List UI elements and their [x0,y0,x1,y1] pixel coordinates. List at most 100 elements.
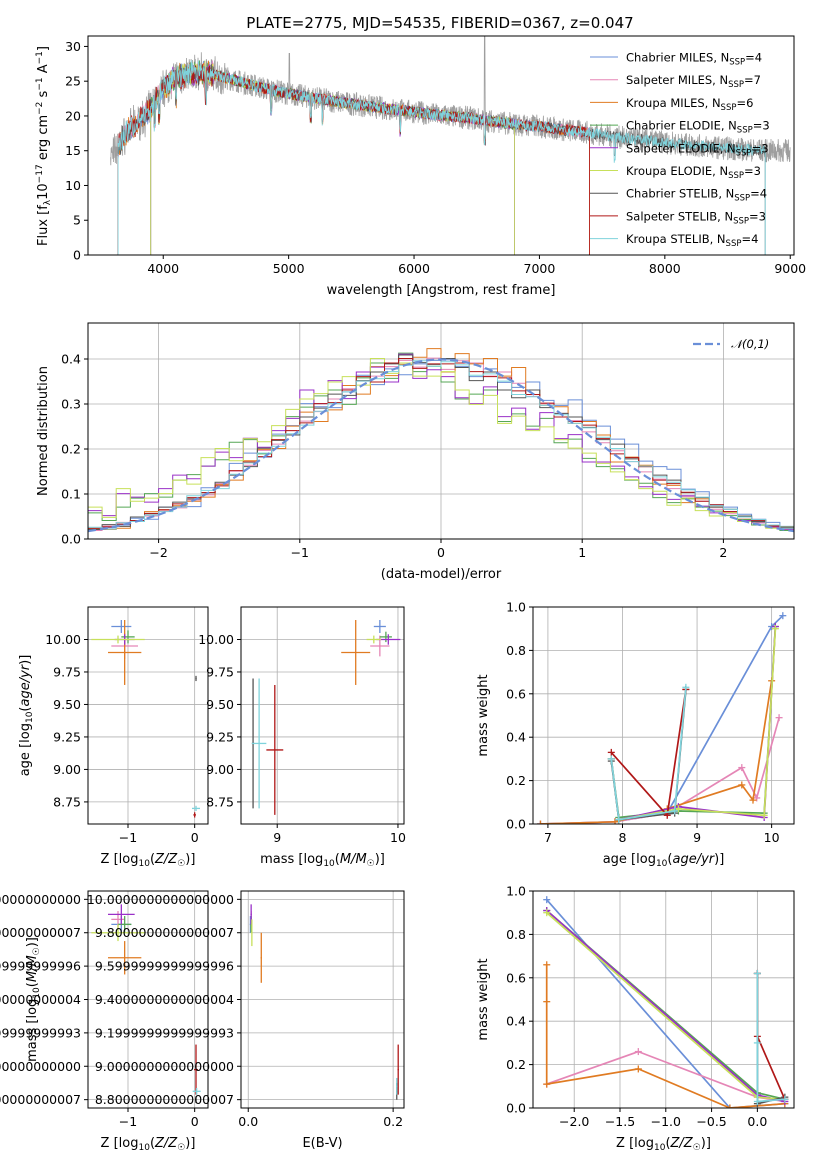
y-tick-label: 9.25 [206,729,234,744]
x-tick-label: −0.5 [696,1114,726,1129]
y-tick-label: 0.2 [506,773,526,788]
x-tick-label: 8 [619,830,627,845]
legend-sub: SSP [734,194,750,204]
x-tick-label: 1 [578,545,586,560]
y-tick-label: 9.5999999999999996 [0,959,81,974]
legend-label: Salpeter ELODIE, NSSP=3 [626,141,769,158]
label-part: Z [log [616,1136,654,1151]
legend-name: Salpeter ELODIE, N [626,141,736,155]
y-tick-label: 0.0 [506,1101,526,1116]
y-tick-label: 9.75 [53,664,81,679]
legend-sub: SSP [728,80,744,90]
y-tick-label: 1.0 [506,600,526,615]
errorbar-point [193,812,196,818]
label-part: mass [log [260,852,323,867]
y-tick-label: 25 [65,74,81,89]
x-axis-label: (data-model)/error [381,567,502,582]
legend-label: Kroupa MILES, NSSP=6 [626,96,753,113]
x-tick-label: 6000 [398,261,430,276]
y-tick-label: 0.3 [61,397,81,412]
legend-nssp: =3 [752,141,769,155]
errorbar-point [373,619,386,633]
x-axis-label: age [log10(age/yr)] [603,852,725,869]
errorbar-point [111,619,132,633]
label-part: ( [667,852,672,867]
label-part: age [log [603,852,656,867]
label-part: s [36,90,51,101]
label-part: −17 [35,164,45,183]
y-tick-label: 10.00 [198,632,234,647]
errorbar-point [121,630,135,644]
model-spectrum [117,63,766,255]
y-tick-label: 9.00 [206,762,234,777]
label-part: Z [log [101,1136,139,1151]
series-line [546,1050,785,1103]
y-tick-label: 9.50 [53,697,81,712]
y-tick-label: 9.4000000000000004 [0,992,81,1007]
series-line [756,973,786,1100]
label-part: 10 [656,859,668,869]
errorbar-point [108,904,135,925]
errorbar-point [108,619,142,685]
y-tick-label: 9.0000000000000000 [95,1059,234,1074]
errorbar-point [370,635,390,657]
legend-label: Chabrier MILES, NSSP=4 [626,51,762,68]
plot-area [251,619,401,815]
legend-name: Chabrier STELIB, N [626,187,734,201]
y-tick-label: 0.8 [506,927,526,942]
legend-sub: SSP [733,216,749,226]
errorbar-point [194,1044,198,1095]
errorbar-point [397,1044,399,1095]
errorbar-point [251,919,253,947]
label-part: )] [701,1136,711,1151]
y-tick-label: 9.00 [53,762,81,777]
panel-residuals: −2 −1 0 1 2 0.0 0.1 0.2 0.3 0.4 (data-model)/error… [36,322,795,582]
y-tick-label: 10.0000000000000000 [87,892,234,907]
label-part: 10 [138,859,150,869]
errorbar-point [108,941,142,975]
label-part: ☉ [32,947,42,955]
label-part: ( [150,1136,155,1151]
legend-name: Chabrier MILES, N [626,51,729,65]
label-part: ( [18,707,33,712]
y-tick-label: 8.75 [206,794,234,809]
label-part: ( [335,852,340,867]
label-part: ☉ [367,859,375,869]
label-part: )] [714,852,724,867]
x-tick-label: 0 [191,1114,199,1129]
series-salpeter-stelib [607,685,690,819]
label-part: Flux [f [36,205,51,246]
label-part: Z [log [101,852,139,867]
legend-sub: SSP [729,58,745,68]
legend-nssp: =3 [749,209,766,223]
model-spectrum [117,60,766,255]
label-part: ☉ [177,859,185,869]
x-axis-label: Z [log10(Z/Z☉)] [101,1136,196,1153]
x-tick-label: 8000 [649,261,681,276]
y-tick-label: 0.0 [506,817,526,832]
y-tick-label: 0 [73,248,81,263]
y-tick-label: 9.4000000000000004 [95,992,234,1007]
y-tick-label: 0.4 [61,352,81,367]
label-part: −2 [35,102,45,115]
label-part: erg cm [36,115,51,164]
plot-area [249,904,399,1100]
errorbar-point [250,904,252,925]
series-line [610,626,777,821]
x-tick-label: −1.0 [651,1114,681,1129]
figure-title: PLATE=2775, MJD=54535, FIBERID=0367, z=0… [246,14,633,32]
series-line [756,973,785,1103]
plot-area [91,904,201,1103]
y-tick-label: 9.50 [206,697,234,712]
panel-mass_vs_EBV: 0.0 0.2 8.8000000000000007 9.00000000000000… [87,890,405,1151]
x-tick-label: −2 [149,545,167,560]
x-tick-label: 7000 [524,261,556,276]
errorbar-point [251,678,267,809]
label-part: ☉ [177,1143,185,1153]
x-axis-label: E(B-V) [302,1136,342,1151]
x-tick-label: 10 [390,830,406,845]
x-tick-label: 0 [191,830,199,845]
plot-area [536,612,787,824]
label-part: −1 [35,77,45,90]
histogram-kroupa-stelib [88,360,794,539]
